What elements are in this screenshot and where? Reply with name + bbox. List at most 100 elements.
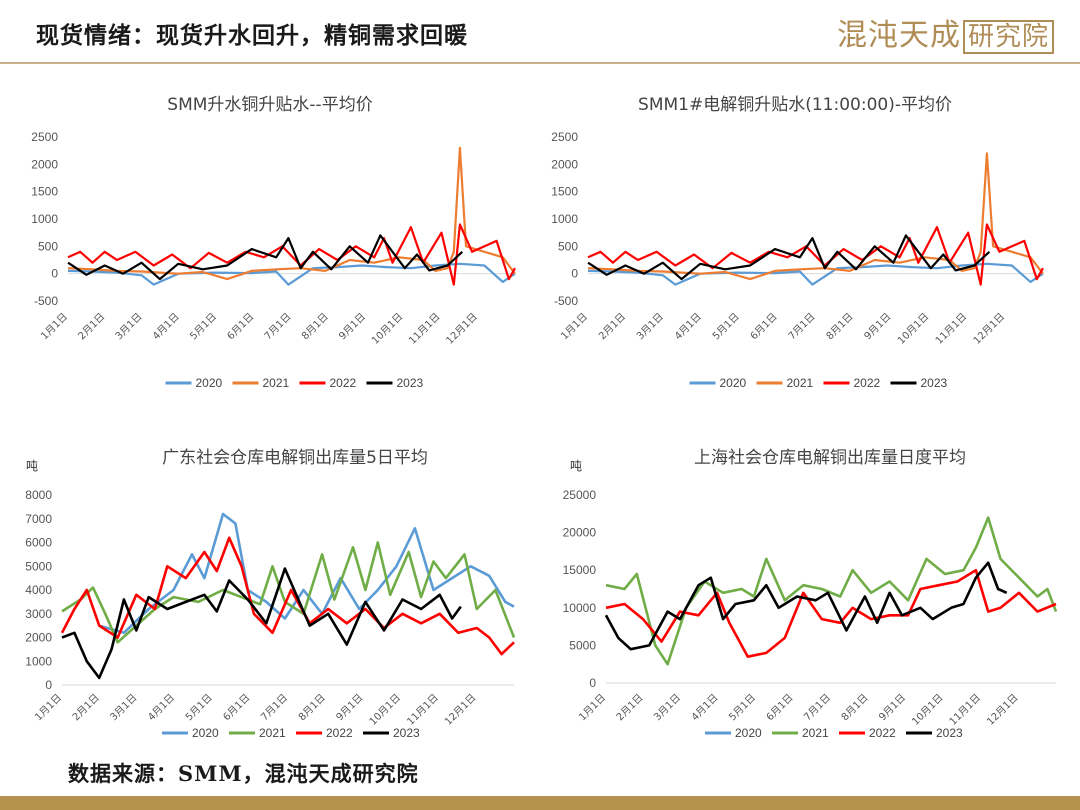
y-tick-label: 2000 [25,631,52,645]
y-tick-label: 1500 [31,185,58,199]
legend-label-2023: 2023 [393,726,420,740]
y-tick-label: 1000 [551,212,578,226]
x-tick-label: 3月1日 [113,311,145,343]
x-tick-label: 6月1日 [221,692,253,724]
legend-label-2020: 2020 [196,376,223,390]
x-tick-label: 8月1日 [296,692,328,724]
data-source-note: 数据来源：SMM，混沌天成研究院 [68,761,419,786]
x-tick-label: 3月1日 [634,311,666,343]
x-tick-label: 11月1日 [405,692,441,728]
y-unit-label: 吨 [26,459,38,473]
x-tick-label: 11月1日 [933,311,969,347]
x-tick-label: 5月1日 [183,692,215,724]
y-tick-label: 500 [558,239,578,253]
x-tick-label: 12月1日 [984,692,1020,728]
x-tick-label: 4月1日 [150,311,182,343]
x-tick-label: 9月1日 [876,692,908,724]
x-tick-label: 3月1日 [651,692,683,724]
chart-title: SMM升水铜升贴水--平均价 [167,95,372,115]
x-tick-label: 9月1日 [862,311,894,343]
y-tick-label: 2000 [551,157,578,171]
x-tick-label: 7月1日 [258,692,290,724]
y-tick-label: 8000 [25,488,52,502]
y-tick-label: 20000 [563,526,597,540]
legend-label-2021: 2021 [787,376,814,390]
page-title: 现货情绪：现货升水回升，精铜需求回暖 [36,22,468,49]
x-tick-label: 5月1日 [187,311,219,343]
y-tick-label: 4000 [25,583,52,597]
legend-label-2023: 2023 [936,726,963,740]
x-tick-label: 6月1日 [748,311,780,343]
x-tick-label: 12月1日 [444,311,480,347]
y-tick-label: 5000 [569,638,596,652]
series-line-2023 [61,567,462,680]
x-tick-label: 2月1日 [70,692,102,724]
y-tick-label: 0 [45,678,52,692]
x-tick-label: 7月1日 [786,311,818,343]
chart-title: 广东社会仓库电解铜出库量5日平均 [162,448,428,468]
x-tick-label: 9月1日 [334,692,366,724]
x-tick-label: 3月1日 [108,692,140,724]
chart-smm-premium-copper: SMM升水铜升贴水--平均价 -500 0 500 1000 1500 2000 2500 1月… [31,95,516,390]
legend-label-2021: 2021 [259,726,286,740]
y-tick-label: 0 [51,267,58,281]
logo-boxed-text: 研究院 [962,20,1054,54]
legend-label-2022: 2022 [854,376,881,390]
y-tick-label: 6000 [25,536,52,550]
x-tick-label: 2月1日 [76,311,108,343]
y-tick-label: 5000 [25,559,52,573]
y-tick-label: 0 [571,267,578,281]
legend-label-2021: 2021 [263,376,290,390]
y-unit-label: 吨 [570,459,582,473]
series-line-2023 [604,561,1008,651]
y-tick-label: 10000 [563,601,597,615]
legend-label-2020: 2020 [720,376,747,390]
x-tick-label: 4月1日 [689,692,721,724]
series-line-2023 [67,234,464,281]
logo-text: 混沌天成 [836,18,961,53]
x-tick-label: 10月1日 [369,311,405,347]
chart-title: SMM1#电解铜升贴水(11:00:00)-平均价 [638,95,952,115]
y-tick-label: 7000 [25,512,52,526]
x-tick-label: 6月1日 [764,692,796,724]
x-tick-label: 1月1日 [32,692,64,724]
chart-smm1-electrolytic-copper: SMM1#电解铜升贴水(11:00:00)-平均价 -500 0 500 1000 150… [551,95,1044,390]
y-tick-label: 25000 [563,488,597,502]
legend-label-2020: 2020 [192,726,219,740]
x-tick-label: 1月1日 [558,311,590,343]
y-tick-label: 1000 [31,212,58,226]
series-line-2023 [587,234,991,281]
y-tick-label: -500 [34,294,58,308]
chart-title: 上海社会仓库电解铜出库量日度平均 [694,448,966,468]
x-tick-label: 4月1日 [672,311,704,343]
brand-logo: 混沌天成 研究院 [837,10,1054,54]
legend-label-2022: 2022 [869,726,896,740]
y-tick-label: 3000 [25,607,52,621]
legend-label-2022: 2022 [326,726,353,740]
x-tick-label: 10月1日 [367,692,403,728]
y-tick-label: -500 [554,294,578,308]
x-tick-label: 10月1日 [895,311,931,347]
x-tick-label: 10月1日 [909,692,945,728]
x-tick-label: 11月1日 [406,311,442,347]
y-tick-label: 2000 [31,157,58,171]
x-tick-label: 8月1日 [824,311,856,343]
x-tick-label: 4月1日 [145,692,177,724]
y-tick-label: 15000 [563,563,597,577]
header-divider [0,62,1080,64]
legend-label-2022: 2022 [330,376,357,390]
series-line-2020 [98,512,515,635]
x-tick-label: 9月1日 [336,311,368,343]
x-tick-label: 1月1日 [38,311,70,343]
y-tick-label: 500 [38,239,58,253]
legend-label-2023: 2023 [921,376,948,390]
y-tick-label: 0 [589,676,596,690]
x-tick-label: 7月1日 [801,692,833,724]
x-tick-label: 2月1日 [596,311,628,343]
footer-bar [0,796,1080,810]
x-tick-label: 1月1日 [576,692,608,724]
series-line-2021 [605,516,1058,666]
x-tick-label: 5月1日 [726,692,758,724]
legend-label-2020: 2020 [735,726,762,740]
